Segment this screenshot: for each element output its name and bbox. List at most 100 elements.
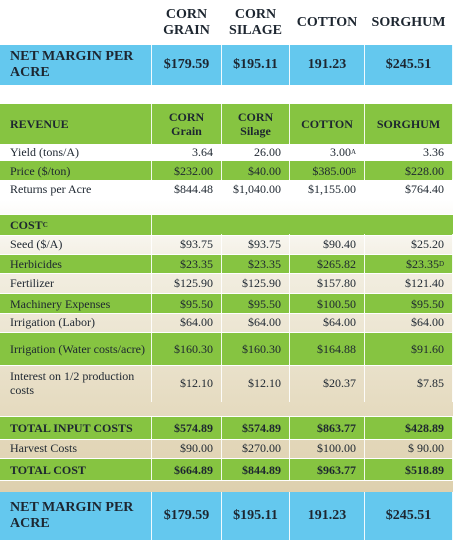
cell-value: $664.89 — [152, 459, 222, 480]
cell-value: $232.00 — [152, 161, 222, 180]
cell-value: $100.00 — [290, 438, 365, 458]
cell-value: $90.00 — [152, 438, 222, 458]
table-row: Yield (tons/A) 3.64 26.00 3.00 A 3.36 — [0, 143, 453, 160]
row-label: Irrigation (Labor) — [0, 312, 152, 332]
cell-value: $764.40 — [365, 179, 453, 199]
table-row: TOTAL COST $664.89 $844.89 $963.77 $518.89 — [0, 458, 453, 481]
row-label: Machinery Expenses — [0, 294, 152, 313]
cell-value: $160.30 — [152, 333, 222, 365]
cell-value: $64.00 — [365, 312, 453, 332]
cell-value: $12.10 — [222, 364, 290, 402]
cell-value: $228.00 — [365, 161, 453, 180]
cell-value: $518.89 — [365, 459, 453, 480]
cell-value: $164.88 — [290, 333, 365, 365]
cell-value: SORGHUM — [365, 104, 453, 144]
cell-value: $95.50 — [365, 294, 453, 313]
row-label: Interest on 1/2 production costs — [0, 364, 152, 402]
cell-value: $121.40 — [365, 272, 453, 293]
cell-value: $844.48 — [152, 179, 222, 199]
cell-value: $574.89 — [222, 417, 290, 439]
table-row: Irrigation (Labor) $64.00 $64.00 $64.00 $64.… — [0, 312, 453, 332]
cell-value: $23.35 — [222, 255, 290, 273]
cell-value: $7.85 — [365, 364, 453, 402]
row-label: Herbicides — [0, 255, 152, 273]
footnote-mark: D — [438, 260, 444, 268]
cell-value: $125.90 — [222, 272, 290, 293]
cell-value: $95.50 — [222, 294, 290, 313]
cell-text: 3.00 — [329, 144, 351, 159]
cell-value: $844.89 — [222, 459, 290, 480]
cell-value: $574.89 — [152, 417, 222, 439]
table-row: Herbicides $23.35 $23.35 $265.82 $23.35 D — [0, 254, 453, 274]
table-row: TOTAL INPUT COSTS $574.89 $574.89 $863.77 $4… — [0, 416, 453, 440]
cell-value: $265.82 — [290, 255, 365, 273]
cell-value: $93.75 — [222, 234, 290, 254]
row-label: Price ($/ton) — [0, 161, 152, 180]
cell-value: $23.35 D — [365, 255, 453, 273]
cell-value: $23.35 — [152, 255, 222, 273]
table-row: Seed ($/A) $93.75 $93.75 $90.40 $25.20 — [0, 234, 453, 254]
cell-value: $179.59 — [152, 492, 222, 540]
footnote-mark: B — [351, 166, 356, 175]
cell-value: $64.00 — [222, 312, 290, 332]
row-label: Irrigation (Water costs/acre) — [0, 333, 152, 365]
cell-value: $12.10 — [152, 364, 222, 402]
cell-value: CORN Grain — [152, 104, 222, 144]
row-label: REVENUE — [0, 104, 152, 144]
cell-value: $95.50 — [152, 294, 222, 313]
footnote-mark: A — [350, 147, 356, 156]
cell-value: $64.00 — [152, 312, 222, 332]
cell-value: COTTON — [290, 0, 365, 45]
cell-value: $245.51 — [365, 492, 453, 540]
row-label: COST C — [0, 215, 152, 235]
cell-value: 191.23 — [290, 492, 365, 540]
cell-value: $1,040.00 — [222, 179, 290, 199]
cell-value: $91.60 — [365, 333, 453, 365]
row-label: NET MARGIN PER ACRE — [0, 45, 152, 85]
cell-value: $245.51 — [365, 45, 453, 85]
row-label: Seed ($/A) — [0, 234, 152, 254]
footnote-mark: C — [42, 221, 48, 229]
cell-text: COST — [10, 218, 43, 232]
row-label: Fertilizer — [0, 272, 152, 293]
cell-value: COTTON — [290, 104, 365, 144]
cell-value: $863.77 — [290, 417, 365, 439]
cell-value: $963.77 — [290, 459, 365, 480]
cell-value: $195.11 — [222, 492, 290, 540]
cell-value: CORN GRAIN — [152, 0, 222, 45]
cell-value: $90.40 — [290, 234, 365, 254]
table-row: CORN GRAIN CORN SILAGE COTTON SORGHUM — [0, 0, 453, 45]
cell-value: $100.50 — [290, 294, 365, 313]
table-row: Harvest Costs $90.00 $270.00 $100.00 $ 90.00 — [0, 438, 453, 458]
cell-value: 26.00 — [222, 143, 290, 160]
cell-value: $64.00 — [290, 312, 365, 332]
table-row: Returns per Acre $844.48 $1,040.00 $1,155.0… — [0, 179, 453, 199]
cell-value: $270.00 — [222, 438, 290, 458]
cell-value: 3.36 — [365, 143, 453, 160]
cell-value: $40.00 — [222, 161, 290, 180]
cell-value: $25.20 — [365, 234, 453, 254]
row-label: TOTAL INPUT COSTS — [0, 417, 152, 439]
cell-value: $179.59 — [152, 45, 222, 85]
cell-value: $385.00 B — [290, 161, 365, 180]
cell-value: SORGHUM — [365, 0, 453, 45]
cell-value: $428.89 — [365, 417, 453, 439]
table-row: Fertilizer $125.90 $125.90 $157.80 $121.40 — [0, 272, 453, 293]
cell-value: $195.11 — [222, 45, 290, 85]
cell-value: $160.30 — [222, 333, 290, 365]
cell-value: $1,155.00 — [290, 179, 365, 199]
cell-value: $157.80 — [290, 272, 365, 293]
table-row: Machinery Expenses $95.50 $95.50 $100.50 $95… — [0, 293, 453, 314]
row-label: TOTAL COST — [0, 459, 152, 480]
cell-value: CORN Silage — [222, 104, 290, 144]
cell-value: 191.23 — [290, 45, 365, 85]
cell-value: CORN SILAGE — [222, 0, 290, 45]
cell-text: $23.35 — [405, 257, 439, 271]
table-row: Price ($/ton) $232.00 $40.00 $385.00 B $228.0… — [0, 160, 453, 181]
table-row: REVENUE CORN Grain CORN Silage COTTON SORGHU… — [0, 103, 453, 145]
row-label: Returns per Acre — [0, 179, 152, 199]
cell-value: 3.64 — [152, 143, 222, 160]
row-label: Harvest Costs — [0, 438, 152, 458]
cell-value: $125.90 — [152, 272, 222, 293]
cell-value: $20.37 — [290, 364, 365, 402]
